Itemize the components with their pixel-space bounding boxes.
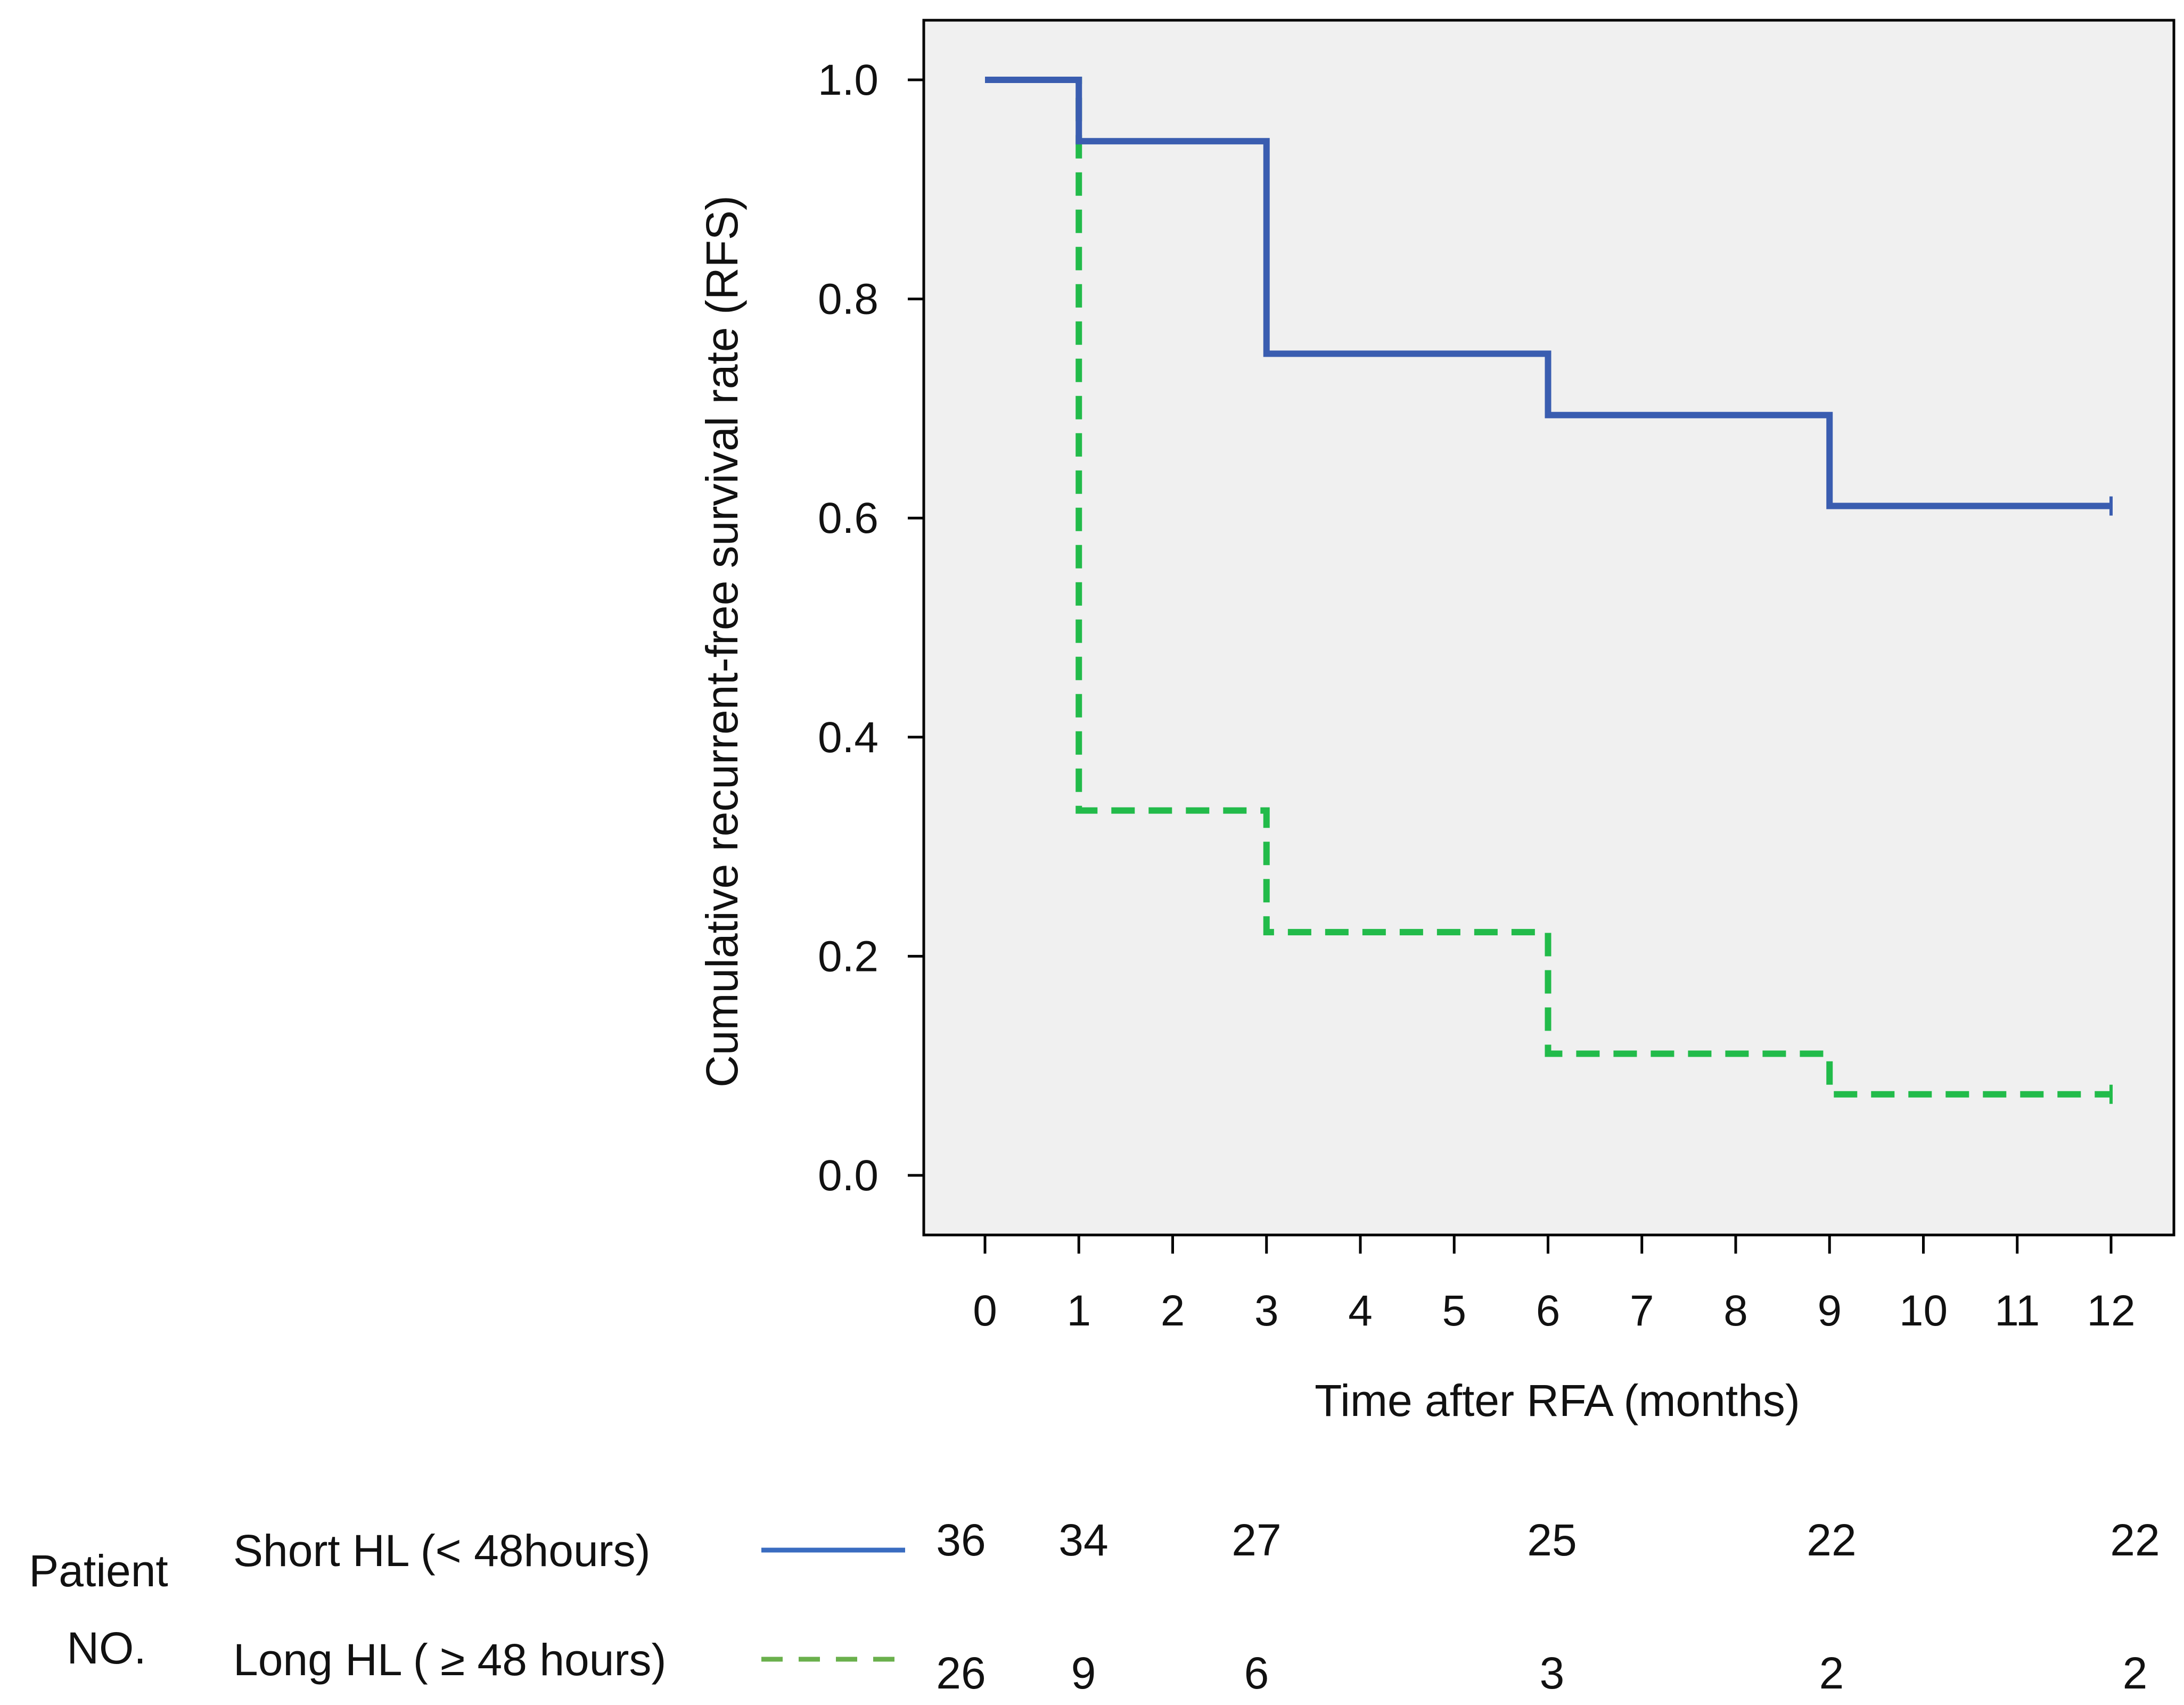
plot-area [922,19,2175,1237]
y-axis-title: Cumulative recurrent-free survival rate … [697,195,747,1088]
y-tick-label: 0.0 [818,1151,878,1200]
risk-count: 36 [936,1515,986,1565]
y-axis: 0.0 0.2 0.4 0.6 0.8 1.0 [818,56,924,1200]
x-tick-label: 1 [1066,1287,1091,1335]
risk-table: Patient NO. Short HL (< 48hours) Long HL… [29,1515,2160,1698]
x-tick-label: 0 [973,1287,997,1335]
y-tick-label: 1.0 [818,56,878,104]
x-tick-label: 4 [1348,1287,1373,1335]
risk-count: 27 [1231,1515,1281,1565]
x-tick-label: 6 [1536,1287,1561,1335]
x-axis-title: Time after RFA (months) [1315,1375,1800,1426]
series-layer [985,77,2113,1104]
y-tick-label: 0.6 [818,494,878,542]
risk-count: 9 [1071,1648,1096,1698]
series-line-short-hl [985,77,2111,509]
y-tick-label: 0.8 [818,275,878,324]
x-tick-label: 3 [1254,1287,1279,1335]
risk-table-title-line1: Patient [29,1546,168,1596]
x-tick-label: 2 [1161,1287,1185,1335]
risk-count: 25 [1527,1515,1577,1565]
risk-count: 2 [2123,1648,2148,1698]
risk-count: 6 [1244,1648,1269,1698]
risk-count: 34 [1058,1515,1108,1565]
x-tick-label: 11 [1994,1287,2040,1335]
risk-count: 22 [2110,1515,2160,1565]
y-tick-label: 0.4 [818,713,878,762]
y-tick-label: 0.2 [818,932,878,981]
x-tick-label: 10 [1899,1287,1948,1335]
series-line-long-hl [985,77,2111,1098]
x-tick-label: 5 [1442,1287,1466,1335]
risk-count: 22 [1807,1515,1856,1565]
risk-count: 26 [936,1648,986,1698]
risk-row-label-short: Short HL (< 48hours) [233,1526,651,1576]
x-tick-label: 7 [1630,1287,1654,1335]
x-tick-label: 8 [1723,1287,1748,1335]
risk-row-label-long: Long HL ( ≥ 48 hours) [233,1635,666,1685]
risk-table-title-line2: NO. [67,1623,146,1673]
x-tick-label: 12 [2087,1287,2135,1335]
x-axis: 0 1 2 3 4 5 6 7 8 9 10 11 12 [973,1235,2136,1335]
risk-count: 3 [1540,1648,1565,1698]
x-tick-label: 9 [1817,1287,1842,1335]
risk-count: 2 [1819,1648,1844,1698]
